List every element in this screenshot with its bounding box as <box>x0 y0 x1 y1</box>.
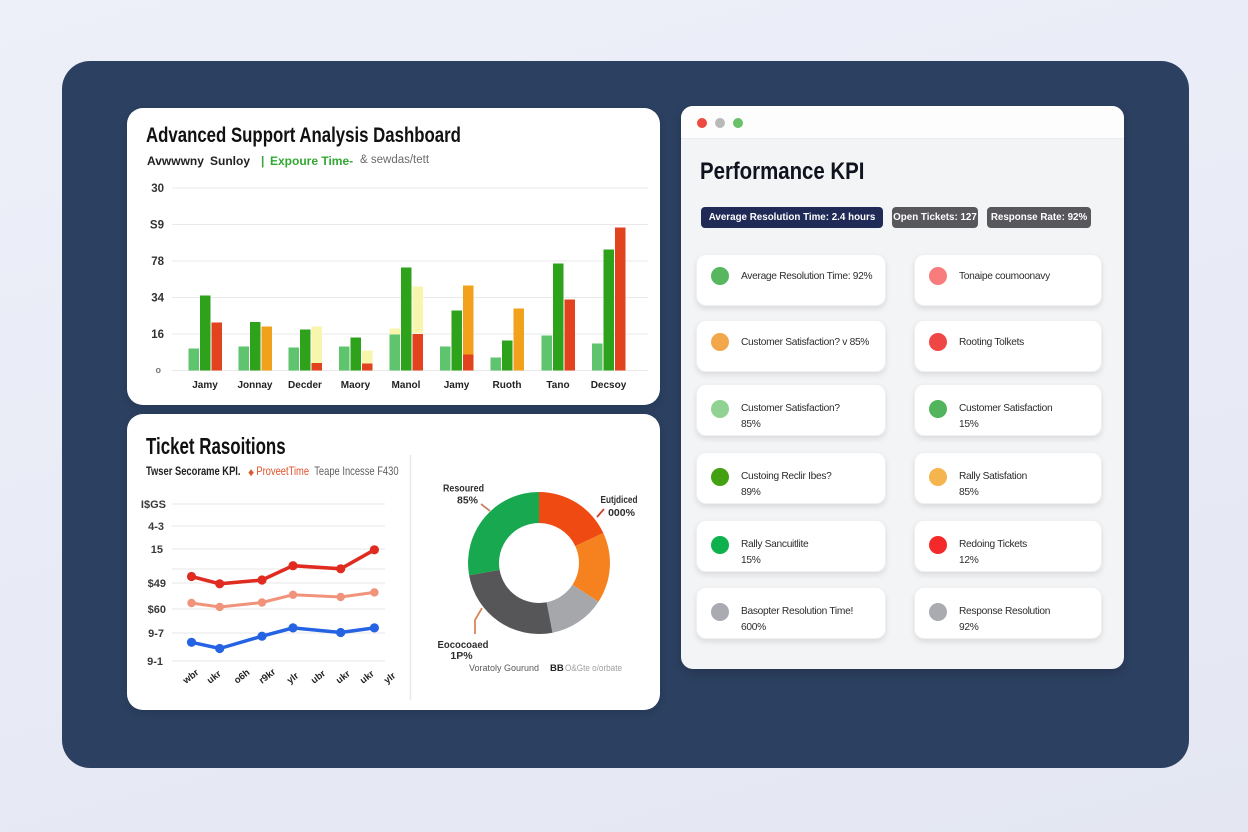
svg-text:30: 30 <box>151 183 164 195</box>
svg-text:9-7: 9-7 <box>148 628 164 640</box>
svg-text:Eutjdiced: Eutjdiced <box>601 494 638 506</box>
svg-text:Maory: Maory <box>341 380 371 391</box>
svg-text:ubr: ubr <box>309 668 328 686</box>
svg-text:BB: BB <box>550 663 564 674</box>
svg-text:Tano: Tano <box>546 380 569 391</box>
svg-text:34: 34 <box>151 293 164 305</box>
svg-text:Decsoy: Decsoy <box>591 380 627 391</box>
svg-text:78: 78 <box>151 256 164 268</box>
svg-text:r9kr: r9kr <box>257 666 278 686</box>
svg-text:Manol: Manol <box>392 380 421 391</box>
svg-text:ukr: ukr <box>358 668 377 686</box>
svg-text:Resoured: Resoured <box>443 483 484 495</box>
svg-text:Eococoaed: Eococoaed <box>438 639 489 651</box>
svg-text:4-3: 4-3 <box>148 521 164 533</box>
svg-text:o: o <box>156 365 162 375</box>
svg-text:15: 15 <box>151 544 163 556</box>
svg-text:1P%: 1P% <box>450 650 473 662</box>
svg-text:I$GS: I$GS <box>141 499 166 511</box>
svg-text:9-1: 9-1 <box>147 656 163 668</box>
svg-text:Jamy: Jamy <box>192 380 218 391</box>
svg-text:Decder: Decder <box>288 380 322 391</box>
svg-text:S9: S9 <box>150 220 164 232</box>
svg-text:o6h: o6h <box>232 667 252 686</box>
svg-text:85%: 85% <box>457 495 479 507</box>
svg-text:Jamy: Jamy <box>444 380 470 391</box>
svg-text:$60: $60 <box>148 604 166 616</box>
svg-text:ylr: ylr <box>285 670 301 686</box>
svg-text:ukr: ukr <box>334 668 353 686</box>
svg-text:Voratoly Gourund: Voratoly Gourund <box>469 663 539 674</box>
svg-text:16: 16 <box>151 329 164 341</box>
svg-text:wbr: wbr <box>180 667 201 687</box>
svg-text:ukr: ukr <box>205 668 224 686</box>
svg-text:O&Gte o/orbate: O&Gte o/orbate <box>565 663 622 674</box>
svg-text:Jonnay: Jonnay <box>237 380 272 391</box>
svg-text:Ruoth: Ruoth <box>493 380 522 391</box>
svg-text:ylr: ylr <box>382 670 398 686</box>
svg-text:$49: $49 <box>148 578 166 590</box>
svg-text:000%: 000% <box>608 507 636 519</box>
